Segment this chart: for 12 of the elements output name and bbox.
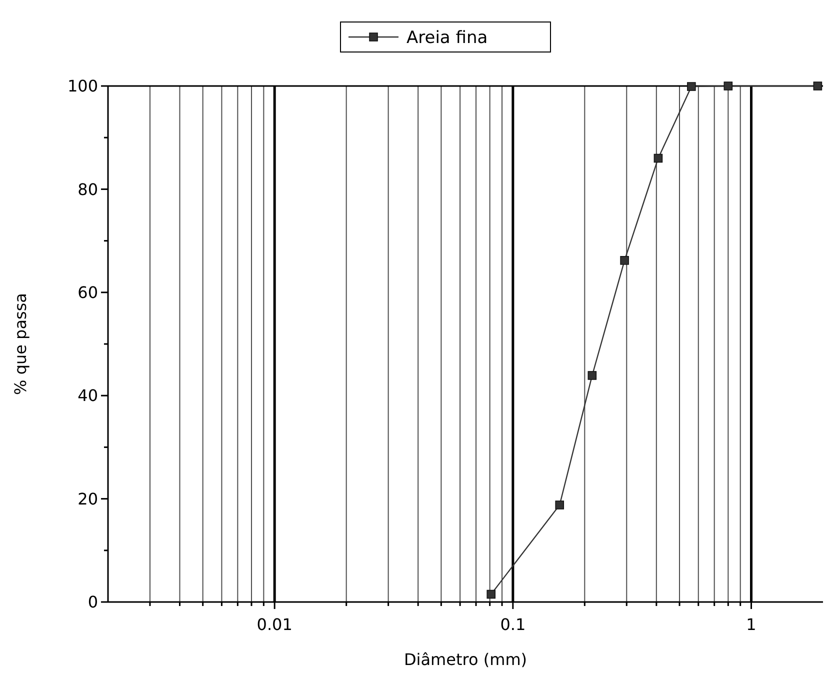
y-tick-label: 100 bbox=[67, 76, 98, 96]
y-tick-label: 20 bbox=[78, 489, 98, 508]
y-axis-title: % que passa bbox=[11, 293, 30, 395]
legend-label: Areia fina bbox=[406, 28, 488, 48]
x-tick-label: 0.1 bbox=[500, 615, 526, 634]
y-tick-label: 60 bbox=[78, 283, 98, 302]
y-tick-label: 40 bbox=[78, 386, 98, 406]
x-axis-title: Diâmetro (mm) bbox=[404, 650, 528, 669]
y-tick-label: 80 bbox=[78, 180, 98, 199]
x-tick-label: 0.01 bbox=[256, 615, 292, 634]
x-tick-label: 1 bbox=[746, 615, 756, 634]
y-tick-label: 0 bbox=[88, 592, 98, 612]
